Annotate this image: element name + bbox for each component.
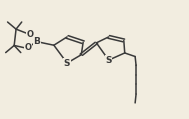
Text: S: S	[64, 59, 70, 68]
Text: B: B	[33, 37, 40, 46]
Text: O: O	[27, 30, 34, 39]
Text: O: O	[25, 43, 32, 52]
Text: S: S	[105, 56, 112, 65]
